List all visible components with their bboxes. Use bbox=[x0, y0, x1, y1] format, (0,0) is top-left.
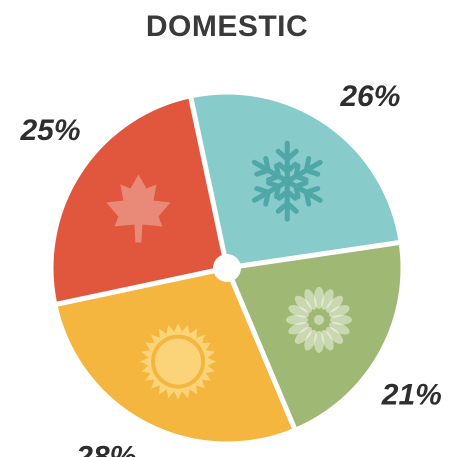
leaf-icon bbox=[106, 174, 171, 243]
petal bbox=[328, 305, 350, 318]
petal bbox=[326, 295, 344, 313]
petal bbox=[288, 322, 310, 335]
arm-branch bbox=[254, 155, 272, 177]
arm-branch bbox=[293, 163, 309, 183]
value-label: 21% bbox=[381, 379, 442, 412]
icons bbox=[106, 140, 353, 400]
pie bbox=[48, 89, 406, 447]
snowflake-arm bbox=[284, 155, 323, 184]
petal bbox=[286, 314, 309, 325]
petal bbox=[321, 329, 334, 351]
sun-icon bbox=[140, 323, 217, 400]
arm-branch bbox=[254, 185, 272, 207]
value-label: 26% bbox=[339, 80, 400, 113]
petal bbox=[314, 330, 325, 353]
arm-branch bbox=[276, 187, 298, 201]
snowflake-arm bbox=[284, 178, 323, 207]
chart-title: DOMESTIC bbox=[146, 10, 308, 43]
flower-dot bbox=[314, 314, 325, 325]
arm-branch bbox=[303, 155, 321, 177]
petal bbox=[328, 322, 350, 335]
leaf bbox=[106, 174, 171, 243]
petal bbox=[326, 326, 344, 344]
value-label: 25% bbox=[19, 114, 80, 147]
labels: 26% 21% 28% 25% bbox=[19, 80, 441, 457]
sun-core bbox=[155, 338, 202, 385]
arm-branch bbox=[276, 161, 298, 175]
snowflake-arm bbox=[275, 178, 299, 222]
arm-branch bbox=[266, 180, 282, 200]
petal bbox=[294, 295, 312, 313]
petal bbox=[314, 286, 325, 309]
arm-branch bbox=[275, 148, 299, 163]
petal bbox=[288, 305, 310, 318]
pie-slice bbox=[224, 239, 406, 433]
arm-branch bbox=[266, 163, 282, 183]
pie-slice bbox=[48, 93, 230, 308]
petal bbox=[330, 314, 353, 325]
center-hole bbox=[213, 254, 241, 282]
petal bbox=[304, 329, 317, 351]
flower-center bbox=[312, 312, 327, 327]
snowflake-arm bbox=[251, 155, 290, 184]
snowflake-arm bbox=[251, 178, 290, 207]
petal bbox=[294, 326, 312, 344]
flower-icon bbox=[286, 286, 353, 353]
arm-branch bbox=[293, 180, 309, 200]
arm-branch bbox=[275, 199, 299, 214]
petal bbox=[321, 289, 334, 310]
value-label: 28% bbox=[75, 441, 136, 457]
petal bbox=[304, 289, 317, 310]
snowflake-arm bbox=[275, 140, 299, 184]
arm-branch bbox=[303, 185, 321, 207]
pie-slice bbox=[187, 89, 404, 271]
snowflake-icon bbox=[251, 140, 323, 222]
